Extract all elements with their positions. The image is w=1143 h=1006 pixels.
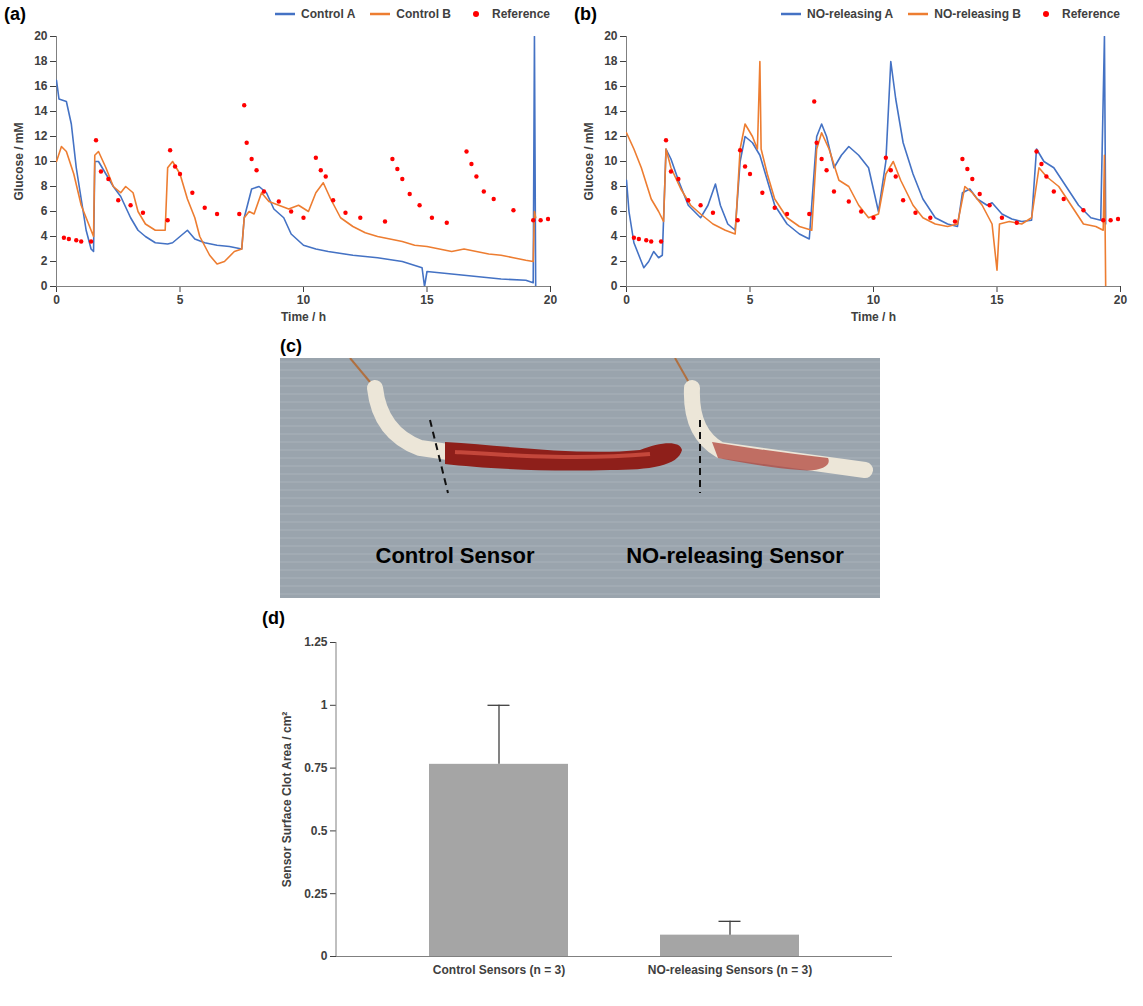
svg-text:0.5: 0.5	[311, 824, 328, 838]
svg-text:20: 20	[544, 293, 558, 307]
svg-text:6: 6	[611, 204, 618, 218]
html-text:Control A: Control A	[301, 7, 356, 21]
svg-text:15: 15	[420, 293, 434, 307]
html-text:(d): (d)	[262, 607, 285, 628]
svg-text:NO-releasing Sensor: NO-releasing Sensor	[626, 543, 844, 568]
svg-text:0: 0	[53, 293, 60, 307]
svg-text:16: 16	[34, 79, 48, 93]
svg-text:16: 16	[604, 79, 618, 93]
svg-text:14: 14	[604, 104, 618, 118]
svg-text:2: 2	[611, 254, 618, 268]
svg-text:Control Sensor: Control Sensor	[376, 543, 535, 568]
svg-text:Time / h: Time / h	[851, 310, 896, 324]
svg-text:1.25: 1.25	[304, 635, 328, 649]
svg-text:0: 0	[623, 293, 630, 307]
svg-text:10: 10	[867, 293, 881, 307]
svg-text:10: 10	[34, 154, 48, 168]
svg-text:15: 15	[990, 293, 1004, 307]
svg-text:12: 12	[604, 129, 618, 143]
svg-text:NO-releasing Sensors (n = 3): NO-releasing Sensors (n = 3)	[648, 963, 812, 977]
svg-text:0.75: 0.75	[304, 761, 328, 775]
svg-text:20: 20	[604, 29, 618, 43]
svg-text:Sensor Surface Clot Area / cm²: Sensor Surface Clot Area / cm²	[280, 712, 294, 888]
svg-text:20: 20	[1114, 293, 1128, 307]
svg-text:Time / h: Time / h	[281, 310, 326, 324]
html-text:NO-releasing B: NO-releasing B	[934, 7, 1021, 21]
svg-text:1: 1	[321, 698, 328, 712]
svg-text:18: 18	[34, 54, 48, 68]
svg-text:Glucose / mM: Glucose / mM	[12, 122, 26, 200]
svg-text:10: 10	[604, 154, 618, 168]
svg-text:14: 14	[34, 104, 48, 118]
svg-text:20: 20	[34, 29, 48, 43]
html-text:NO-releasing A: NO-releasing A	[807, 7, 894, 21]
svg-text:2: 2	[41, 254, 48, 268]
svg-text:0: 0	[41, 279, 48, 293]
svg-text:0.25: 0.25	[304, 887, 328, 901]
svg-text:5: 5	[747, 293, 754, 307]
html-text:Control B: Control B	[396, 7, 451, 21]
svg-text:18: 18	[604, 54, 618, 68]
svg-text:6: 6	[41, 204, 48, 218]
html-text:Reference: Reference	[492, 7, 550, 21]
svg-text:Glucose / mM: Glucose / mM	[582, 122, 596, 200]
html-text:Reference: Reference	[1062, 7, 1120, 21]
svg-text:12: 12	[34, 129, 48, 143]
svg-text:0: 0	[611, 279, 618, 293]
html-text:(c): (c)	[280, 335, 302, 356]
svg-text:0: 0	[321, 949, 328, 963]
svg-text:5: 5	[177, 293, 184, 307]
svg-text:4: 4	[41, 229, 48, 243]
svg-text:4: 4	[611, 229, 618, 243]
svg-text:10: 10	[297, 293, 311, 307]
svg-text:Control Sensors (n = 3): Control Sensors (n = 3)	[433, 963, 565, 977]
svg-text:8: 8	[41, 179, 48, 193]
html-text:(a): (a)	[4, 3, 26, 24]
svg-text:8: 8	[611, 179, 618, 193]
html-text:(b): (b)	[574, 3, 597, 24]
